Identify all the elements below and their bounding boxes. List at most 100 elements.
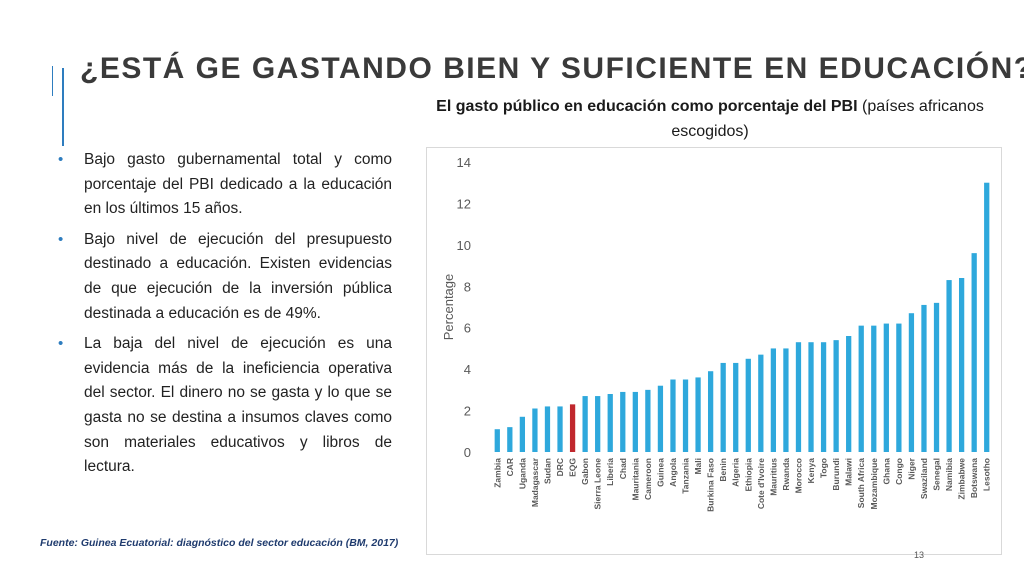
bar: [770, 348, 777, 452]
bar: [519, 416, 526, 452]
bullet-text: Bajo nivel de ejecución del presupuesto …: [84, 230, 392, 322]
bar: [557, 406, 563, 452]
y-tick-label: 14: [457, 155, 471, 170]
bullet-text: Bajo gasto gubernamental total y como po…: [84, 151, 392, 218]
bar: [783, 348, 789, 452]
x-tick-label: Malawi: [844, 458, 854, 486]
chart-title-bold: El gasto público en educación como porce…: [436, 98, 858, 115]
x-tick-label: Zambia: [492, 458, 502, 488]
chart-title-rest: (países africanos escogidos): [671, 98, 984, 140]
y-axis-label: Percentage: [441, 274, 456, 341]
chart-title: El gasto público en educación como porce…: [420, 94, 1000, 144]
bullet-text: La baja del nivel de ejecución es una ev…: [84, 335, 392, 476]
bar: [494, 429, 500, 452]
bar: [858, 325, 864, 452]
x-tick-label: Togo: [819, 458, 829, 478]
x-tick-label: Chad: [618, 458, 628, 479]
source-note: Fuente: Guinea Ecuatorial: diagnóstico d…: [40, 537, 399, 549]
bar: [795, 342, 802, 452]
x-tick-label: Ethiopia: [743, 458, 753, 492]
bar: [946, 280, 952, 452]
x-tick-label: CAR: [505, 458, 515, 476]
bar: [896, 323, 902, 452]
bar: [695, 377, 701, 452]
bar: [984, 182, 990, 452]
bar: [657, 385, 664, 452]
x-tick-label: Botswana: [969, 458, 979, 498]
bar: [745, 358, 751, 452]
x-tick-label: Swaziland: [919, 458, 929, 499]
bullet-dot: •: [58, 230, 64, 248]
title-accent-line: [52, 66, 53, 96]
bar: [846, 336, 852, 452]
x-tick-label: Morocco: [793, 458, 803, 493]
bar: [582, 396, 588, 452]
bar: [883, 323, 889, 452]
page-number: 13: [914, 550, 925, 560]
x-tick-label: Niger: [906, 457, 916, 479]
x-tick-label: Senegal: [932, 458, 942, 491]
bullet-dot: •: [58, 151, 64, 168]
x-tick-label: Burundi: [831, 458, 841, 491]
x-tick-label: Zimbabwe: [957, 458, 967, 500]
y-tick-label: 6: [464, 321, 471, 336]
bar: [682, 379, 689, 452]
x-tick-label: Burkina Faso: [706, 458, 716, 512]
x-tick-label: Sierra Leone: [593, 458, 603, 510]
y-tick-label: 2: [464, 404, 471, 419]
x-tick-label: Uganda: [517, 458, 527, 489]
bar: [908, 313, 915, 452]
y-tick-label: 10: [457, 238, 471, 253]
x-tick-label: Gabon: [580, 458, 590, 485]
y-tick-label: 8: [464, 279, 471, 294]
bar: [507, 427, 513, 452]
bar: [933, 302, 940, 452]
x-tick-label: Kenya: [806, 458, 816, 484]
x-tick-label: Sudan: [542, 458, 552, 484]
bar: [833, 340, 839, 452]
bar: [820, 342, 827, 452]
bar: [632, 391, 638, 452]
x-tick-label: Ghana: [881, 458, 891, 485]
bar: [808, 342, 814, 452]
bar: [871, 325, 877, 452]
x-tick-label: Lesotho: [982, 458, 992, 491]
bar: [733, 362, 739, 452]
y-tick-label: 12: [457, 196, 471, 211]
bullet-list: • Bajo gasto gubernamental total y como p…: [58, 148, 392, 486]
x-tick-label: Mali: [693, 458, 703, 475]
bar: [645, 389, 651, 452]
x-tick-label: DRC: [555, 458, 565, 476]
bar: [971, 253, 977, 452]
x-tick-label: Mauritius: [768, 458, 778, 496]
bar: [569, 404, 576, 452]
x-tick-label: Angola: [668, 458, 678, 487]
bullet-dot: •: [58, 335, 64, 353]
bullet-item: • Bajo nivel de ejecución del presupuesto…: [58, 228, 392, 326]
x-tick-label: Liberia: [605, 458, 615, 486]
bar: [958, 278, 965, 452]
bar: [720, 362, 726, 452]
bar: [595, 396, 601, 452]
x-tick-label: Namibia: [944, 458, 954, 491]
bullet-item: • Bajo gasto gubernamental total y como p…: [58, 148, 392, 222]
x-tick-label: Cameroon: [643, 458, 653, 500]
x-tick-label: Benin: [718, 458, 728, 482]
x-tick-label: Mauritania: [630, 458, 640, 501]
x-tick-label: EQG: [568, 458, 578, 477]
x-tick-label: Cote d'Ivoire: [756, 458, 766, 509]
bullet-item: • La baja del nivel de ejecución es una e…: [58, 332, 392, 480]
bar: [921, 304, 927, 452]
x-tick-label: Rwanda: [781, 458, 791, 491]
slide-title: ¿ESTÁ GE GASTANDO BIEN Y SUFICIENTE EN E…: [80, 52, 1024, 85]
bar: [544, 406, 551, 452]
x-tick-label: Mozambique: [869, 458, 879, 510]
y-tick-label: 4: [464, 362, 471, 377]
x-tick-label: Guinea: [655, 458, 665, 487]
bar: [707, 371, 714, 452]
bar: [620, 391, 626, 452]
title-accent-bar: [62, 68, 64, 146]
bar: [607, 394, 613, 452]
y-tick-label: 0: [464, 445, 471, 460]
x-tick-label: Congo: [894, 458, 904, 485]
